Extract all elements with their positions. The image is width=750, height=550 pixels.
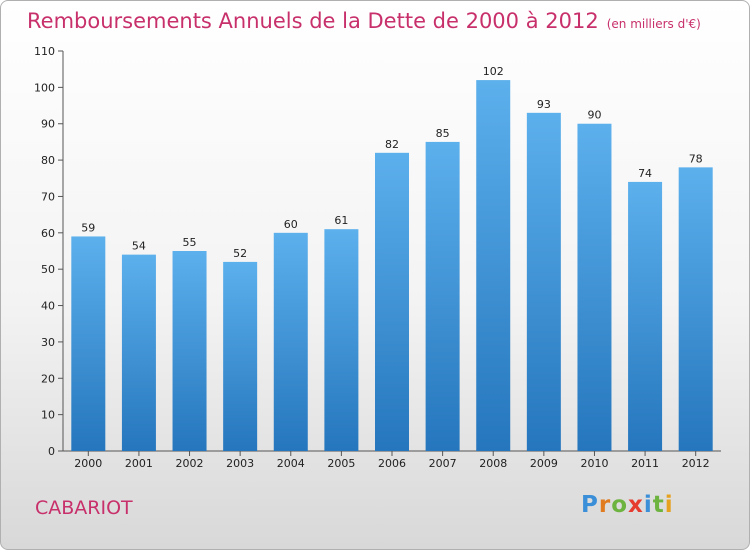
y-tick-label: 60 xyxy=(41,227,55,240)
logo-letter: i xyxy=(664,492,674,518)
bar-2008 xyxy=(476,80,511,451)
y-tick-label: 70 xyxy=(41,190,55,203)
x-tick-label-2009: 2009 xyxy=(530,457,558,470)
commune-name: CABARIOT xyxy=(35,497,133,519)
x-tick-label-2007: 2007 xyxy=(429,457,457,470)
bar-2006 xyxy=(375,152,409,451)
logo-letter: P xyxy=(581,492,599,518)
bar-2001 xyxy=(121,254,156,451)
bar-2010 xyxy=(577,123,612,452)
logo-letter: t xyxy=(652,492,665,518)
x-tick-label-2004: 2004 xyxy=(277,457,305,470)
y-tick-label: 0 xyxy=(48,445,55,458)
y-tick-label: 10 xyxy=(41,409,55,422)
value-label-2004: 60 xyxy=(284,218,298,231)
logo-letter: i xyxy=(643,492,653,518)
x-tick-label-2011: 2011 xyxy=(631,457,659,470)
bar-2005 xyxy=(324,229,359,451)
logo-letter: r xyxy=(598,492,612,518)
chart-subtitle: (en milliers d'€) xyxy=(606,17,701,31)
value-label-2001: 54 xyxy=(132,240,146,253)
x-tick-label-2001: 2001 xyxy=(125,457,153,470)
x-tick-label-2005: 2005 xyxy=(327,457,355,470)
y-tick-label: 50 xyxy=(41,263,55,276)
bars xyxy=(71,80,713,452)
bar-2002 xyxy=(172,251,207,451)
y-tick-label: 90 xyxy=(41,118,55,131)
bar-2000 xyxy=(71,236,106,451)
bar-2004 xyxy=(273,232,308,451)
chart-title-text: Remboursements Annuels de la Dette de 20… xyxy=(27,9,599,33)
x-tick-label-2002: 2002 xyxy=(176,457,204,470)
bar-2009 xyxy=(526,112,561,452)
x-tick-label-2010: 2010 xyxy=(580,457,608,470)
logo-letter: x xyxy=(628,492,644,518)
x-tick-label-2006: 2006 xyxy=(378,457,406,470)
value-label-2003: 52 xyxy=(233,247,247,260)
value-label-2010: 90 xyxy=(587,109,601,122)
bar-2003 xyxy=(223,261,258,451)
value-label-2000: 59 xyxy=(81,221,95,234)
value-label-2008: 102 xyxy=(483,65,504,78)
x-tick-label-2012: 2012 xyxy=(682,457,710,470)
y-tick-label: 40 xyxy=(41,300,55,313)
value-label-2006: 82 xyxy=(385,138,399,151)
bar-2012 xyxy=(678,167,713,451)
value-label-2002: 55 xyxy=(183,236,197,249)
value-label-2009: 93 xyxy=(537,98,551,111)
x-tick-label-2008: 2008 xyxy=(479,457,507,470)
x-tick-label-2000: 2000 xyxy=(74,457,102,470)
value-label-2007: 85 xyxy=(436,127,450,140)
chart-title: Remboursements Annuels de la Dette de 20… xyxy=(27,9,701,33)
axes: 0 10 20 30 40 50 60 70 80 90 100 110 2000 2001 2002 200… xyxy=(34,45,721,470)
bar-2007 xyxy=(425,141,460,451)
value-label-2011: 74 xyxy=(638,167,652,180)
logo-letter: o xyxy=(611,492,629,518)
value-label-2005: 61 xyxy=(334,214,348,227)
x-tick-label-2003: 2003 xyxy=(226,457,254,470)
y-tick-label: 30 xyxy=(41,336,55,349)
y-tick-label: 110 xyxy=(34,45,55,58)
y-tick-label: 100 xyxy=(34,81,55,94)
y-tick-label: 20 xyxy=(41,372,55,385)
y-tick-label: 80 xyxy=(41,154,55,167)
proxiti-logo: Proxiti xyxy=(581,492,674,518)
data-labels: 59 54 55 52 60 61 82 85 102 93 90 74 78 xyxy=(81,65,702,260)
bar-2011 xyxy=(628,181,663,451)
value-label-2012: 78 xyxy=(689,152,703,165)
